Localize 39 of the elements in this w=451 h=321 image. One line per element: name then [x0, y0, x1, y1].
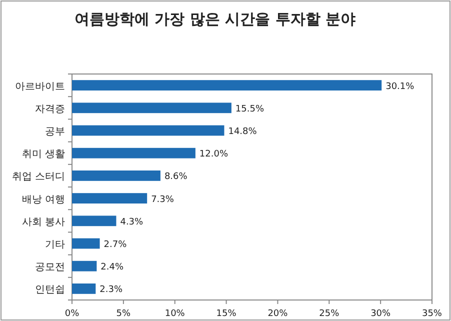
bar	[72, 284, 96, 294]
bar	[72, 102, 232, 114]
data-label: 8.6%	[164, 172, 188, 182]
x-tick-label: 20%	[268, 309, 288, 319]
x-tick-label: 10%	[164, 309, 186, 319]
bar	[72, 260, 97, 272]
bar	[72, 148, 196, 158]
data-label: 15.5%	[235, 104, 264, 114]
data-label: 2.4%	[100, 262, 124, 273]
data-label: 14.8%	[228, 127, 258, 137]
bar	[72, 125, 224, 136]
x-tick-label: 30%	[370, 309, 392, 319]
y-tick-label: 배낭 여행	[22, 194, 65, 206]
x-tick-label: 35%	[422, 309, 442, 319]
data-label: 30.1%	[386, 82, 415, 92]
y-tick-label: 자격증	[35, 104, 65, 115]
y-tick-label: 취미 생활	[22, 149, 65, 160]
bar	[72, 193, 148, 204]
data-label: 2.7%	[104, 240, 128, 250]
data-label: 4.3%	[120, 217, 144, 228]
bar	[72, 170, 160, 181]
y-tick-label: 공부	[45, 126, 65, 138]
y-tick-label: 인턴쉽	[35, 284, 65, 296]
y-tick-label: 취업 스터디	[12, 172, 65, 183]
x-tick-label: 5%	[116, 309, 132, 319]
x-tick-label: 15%	[216, 309, 237, 319]
bar	[72, 216, 116, 226]
y-tick-label: 공모전	[35, 262, 65, 274]
y-tick-label: 아르바이트	[15, 81, 65, 92]
data-label: 7.3%	[151, 194, 174, 205]
data-label: 12.0%	[199, 150, 228, 160]
chart-title: 여름방학에 가장 많은 시간을 투자할 분야	[74, 10, 356, 28]
x-tick-label: 0%	[64, 309, 80, 319]
y-tick-label: 사회 봉사	[22, 216, 65, 228]
bar	[72, 80, 382, 90]
x-tick-label: 25%	[319, 309, 340, 319]
y-tick-label: 기타	[45, 240, 65, 250]
bar	[72, 238, 100, 249]
data-label: 2.3%	[100, 285, 123, 296]
